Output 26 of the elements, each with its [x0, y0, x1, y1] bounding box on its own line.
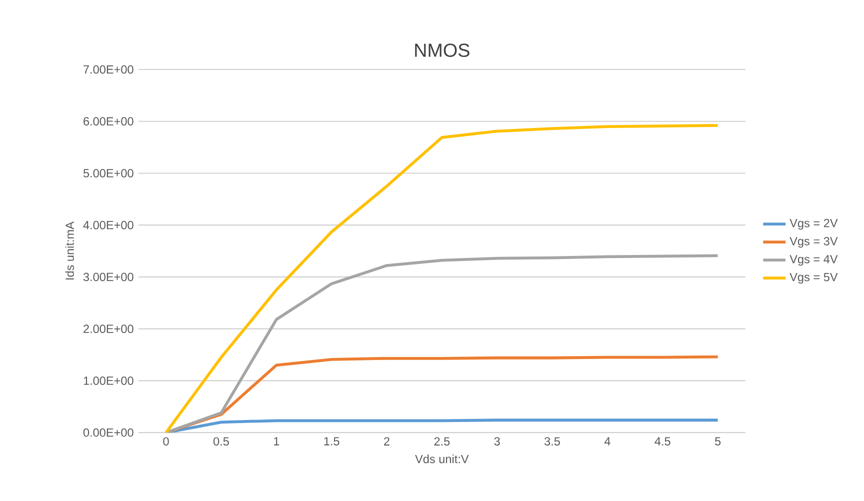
legend-label: Vgs = 3V — [790, 236, 838, 248]
legend-label: Vgs = 2V — [790, 218, 838, 230]
legend-label: Vgs = 4V — [790, 254, 838, 266]
y-tick-label: 1.00E+00 — [84, 376, 134, 385]
x-tick-label: 2.5 — [434, 437, 450, 446]
y-tick-label: 4.00E+00 — [83, 220, 134, 230]
y-tick-label: 0.00E+00 — [83, 428, 134, 437]
x-tick-label: 3.5 — [544, 437, 560, 446]
x-tick-label: 0 — [163, 437, 169, 446]
x-tick-label: 0.5 — [213, 437, 229, 446]
y-tick-label: 3.00E+00 — [83, 272, 134, 281]
y-tick-label: 5.00E+00 — [83, 168, 134, 178]
y-tick-label: 7.00E+00 — [84, 65, 134, 74]
x-axis-title: Vds unit:V — [415, 454, 469, 464]
x-tick-label: 4 — [604, 437, 610, 446]
y-tick-label: 2.00E+00 — [84, 324, 134, 333]
x-tick-label: 5 — [714, 437, 721, 446]
x-tick-label: 1 — [274, 437, 280, 446]
x-tick-label: 3 — [494, 437, 500, 446]
chart-title: NMOS — [415, 43, 470, 57]
x-tick-label: 2 — [384, 437, 390, 446]
x-tick-label: 1.5 — [324, 437, 340, 446]
y-axis-title: Ids unit:mA — [65, 221, 74, 280]
legend-label: Vgs = 5V — [790, 272, 838, 284]
y-tick-label: 6.00E+00 — [84, 116, 134, 126]
x-tick-label: 4.5 — [654, 437, 670, 446]
